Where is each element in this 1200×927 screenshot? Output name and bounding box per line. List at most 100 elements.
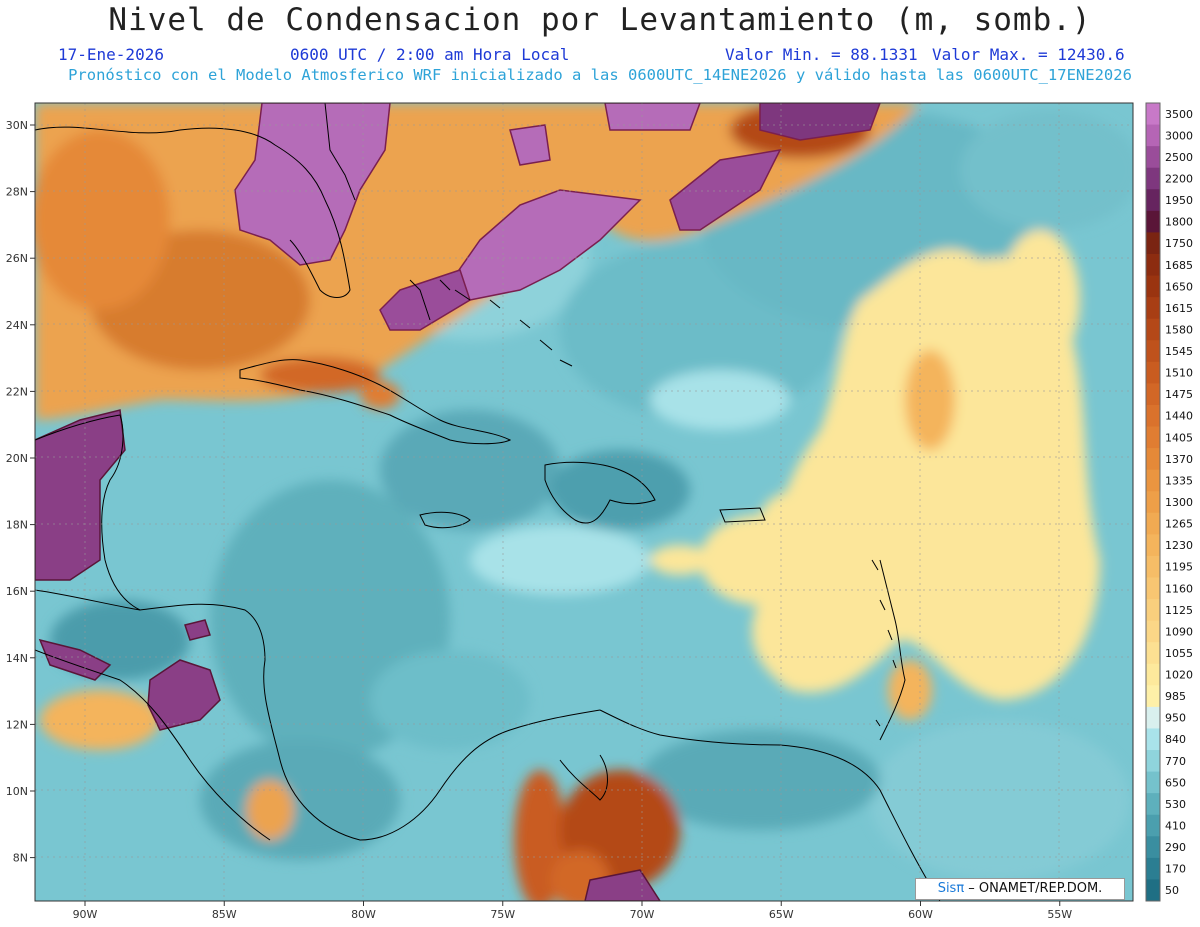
colorbar-swatch — [1146, 814, 1160, 837]
colorbar-label: 985 — [1165, 690, 1186, 703]
lat-label: 18N — [6, 519, 28, 532]
colorbar-swatch — [1146, 210, 1160, 233]
lat-label: 24N — [6, 319, 28, 332]
colorbar-label: 1800 — [1165, 216, 1193, 229]
colorbar-swatch — [1146, 297, 1160, 320]
grid-lines — [35, 103, 1133, 901]
colorbar-label: 50 — [1165, 884, 1179, 897]
min-value: Valor Min. = 88.1331 — [725, 45, 918, 64]
credit-brand: Sisπ — [937, 881, 965, 896]
colorbar-swatch — [1146, 491, 1160, 514]
lat-label: 16N — [6, 585, 28, 598]
colorbar-label: 3000 — [1165, 129, 1193, 142]
colorbar-swatch — [1146, 253, 1160, 277]
colorbar-swatch — [1146, 555, 1160, 578]
lon-label: 65W — [769, 908, 794, 921]
colorbar-label: 1335 — [1165, 474, 1193, 487]
colorbar-label: 530 — [1165, 798, 1186, 811]
colorbar-swatch — [1146, 103, 1160, 126]
lon-label: 80W — [351, 908, 376, 921]
colorbar-label: 1055 — [1165, 647, 1193, 660]
colorbar-label: 1160 — [1165, 582, 1193, 595]
lat-label: 12N — [6, 718, 28, 731]
colorbar-label: 1020 — [1165, 669, 1193, 682]
colorbar-swatch — [1146, 512, 1160, 535]
colorbar-label: 1440 — [1165, 410, 1193, 423]
colorbar-swatch — [1146, 167, 1160, 190]
colorbar-label: 1685 — [1165, 259, 1193, 272]
lat-label: 30N — [6, 119, 28, 132]
colorbar-swatch — [1146, 750, 1160, 773]
colorbar-swatch — [1146, 857, 1160, 880]
lat-label: 26N — [6, 252, 28, 265]
lat-label: 10N — [6, 785, 28, 798]
colorbar-swatch — [1146, 189, 1160, 212]
map-title: Nivel de Condensacion por Levantamiento … — [108, 2, 1092, 38]
colorbar-label: 2200 — [1165, 172, 1193, 185]
colorbar-label: 170 — [1165, 863, 1186, 876]
colorbar-label: 1950 — [1165, 194, 1193, 207]
lon-label: 55W — [1047, 908, 1072, 921]
model-info: Pronóstico con el Modelo Atmosferico WRF… — [68, 66, 1132, 84]
lat-label: 28N — [6, 186, 28, 199]
colorbar-swatch — [1146, 146, 1160, 169]
colorbar-swatch — [1146, 728, 1160, 751]
lon-label: 60W — [908, 908, 933, 921]
colorbar-swatch — [1146, 361, 1160, 384]
colorbar-label: 3500 — [1165, 108, 1193, 121]
colorbar-swatch — [1146, 620, 1160, 643]
colorbar-label: 1545 — [1165, 345, 1193, 358]
colorbar-swatch — [1146, 426, 1160, 449]
credit-box: Sisπ – ONAMET/REP.DOM. — [915, 878, 1125, 900]
colorbar-swatch — [1146, 771, 1160, 794]
colorbar-label: 1265 — [1165, 518, 1193, 531]
colorbar-swatch — [1146, 275, 1160, 298]
lat-label: 14N — [6, 652, 28, 665]
colorbar-swatch — [1146, 793, 1160, 816]
colorbar-label: 410 — [1165, 820, 1186, 833]
field-layer — [35, 103, 1133, 901]
colorbar-swatch — [1146, 599, 1160, 622]
colorbar-label: 290 — [1165, 841, 1186, 854]
colorbar-swatch — [1146, 318, 1160, 341]
colorbar-swatch — [1146, 383, 1160, 406]
latitude-axis: 30N 28N 26N 24N 22N 20N 18N 16N 14N 12N 10N 8N — [6, 119, 35, 865]
lat-label: 8N — [13, 852, 28, 865]
colorbar-label: 1370 — [1165, 453, 1193, 466]
colorbar-label: 950 — [1165, 712, 1186, 725]
colorbar-label: 1475 — [1165, 388, 1193, 401]
longitude-axis: 90W 85W 80W 75W 70W 65W 60W 55W — [73, 901, 1072, 921]
lon-label: 75W — [490, 908, 515, 921]
colorbar-swatch — [1146, 534, 1160, 557]
colorbar-label: 1300 — [1165, 496, 1193, 509]
colorbar-swatch — [1146, 124, 1160, 147]
colorbar-label: 2500 — [1165, 151, 1193, 164]
lon-label: 90W — [73, 908, 98, 921]
lat-label: 20N — [6, 452, 28, 465]
colorbar-swatch — [1146, 706, 1160, 729]
credit-text: – ONAMET/REP.DOM. — [964, 881, 1103, 896]
colorbar-label: 1750 — [1165, 237, 1193, 250]
colorbar-frame — [1145, 102, 1161, 902]
colorbar-swatch — [1146, 879, 1160, 902]
colorbar-swatch — [1146, 685, 1160, 708]
colorbar-swatch — [1146, 642, 1160, 665]
colorbar-label: 650 — [1165, 776, 1186, 789]
colorbar-swatch — [1146, 448, 1160, 471]
colorbar-label: 1125 — [1165, 604, 1193, 617]
map-frame — [34, 102, 1134, 902]
lon-label: 70W — [630, 908, 655, 921]
colorbar-label: 1195 — [1165, 561, 1193, 574]
colorbar-label: 770 — [1165, 755, 1186, 768]
colorbar-label: 1230 — [1165, 539, 1193, 552]
lon-label: 85W — [212, 908, 237, 921]
colorbar-label: 1650 — [1165, 280, 1193, 293]
forecast-date: 17-Ene-2026 — [58, 45, 164, 64]
colorbar-swatch — [1146, 577, 1160, 600]
colorbar-label: 1580 — [1165, 323, 1193, 336]
colorbar-label: 1510 — [1165, 367, 1193, 380]
colorbar: 3500 3000 2500 2200 1950 1800 1750 1685 1650 1615… — [1145, 102, 1193, 902]
colorbar-swatch — [1146, 469, 1160, 492]
colorbar-label: 1405 — [1165, 431, 1193, 444]
